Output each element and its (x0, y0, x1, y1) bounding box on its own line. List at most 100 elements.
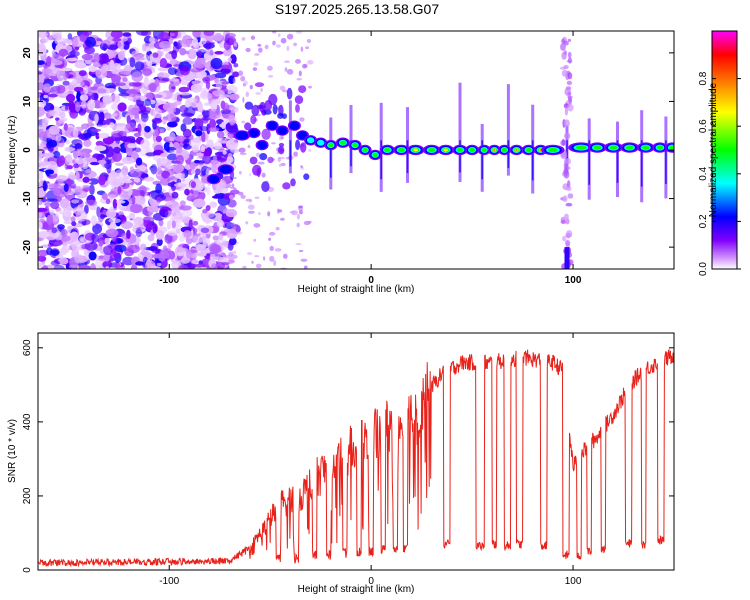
dropout-blob (567, 95, 572, 101)
noise-blob (105, 146, 114, 158)
noise-blob (167, 146, 177, 151)
noise-blob (253, 238, 257, 242)
noise-blob (205, 212, 215, 218)
noise-blob (293, 151, 298, 157)
noise-blob (93, 54, 100, 63)
noise-blob (308, 85, 312, 89)
noise-blob (99, 102, 107, 109)
noise-blob (278, 33, 281, 37)
noise-blob (63, 220, 74, 225)
noise-blob (74, 185, 83, 195)
noise-blob (197, 104, 204, 113)
noise-blob (279, 85, 286, 91)
noise-blob (188, 219, 193, 230)
noise-blob (81, 187, 94, 192)
noise-blob (164, 233, 173, 244)
noise-blob (212, 235, 220, 241)
noise-blob (42, 180, 47, 192)
onset-blob (286, 87, 293, 100)
noise-blob (278, 156, 285, 160)
noise-blob (173, 41, 178, 47)
snr-y-tick-label: 600 (22, 339, 33, 356)
noise-blob (144, 98, 152, 107)
noise-blob (238, 191, 244, 196)
noise-blob (127, 187, 133, 196)
onset-blob (298, 85, 307, 93)
noise-blob (306, 39, 312, 43)
noise-blob (79, 153, 90, 158)
noise-blob (165, 113, 177, 122)
noise-blob (212, 195, 222, 199)
noise-blob (42, 264, 48, 269)
noise-blob (98, 175, 106, 186)
noise-blob (38, 198, 43, 206)
noise-blob (249, 173, 252, 177)
noise-blob (85, 199, 97, 207)
noise-blob (155, 229, 165, 240)
noise-blob (54, 241, 63, 246)
dropout-streak (566, 140, 568, 167)
noise-blob (231, 183, 235, 187)
noise-blob (73, 163, 80, 169)
noise-blob (254, 53, 260, 56)
noise-blob (147, 234, 155, 242)
noise-blob (200, 227, 210, 234)
noise-blob (50, 201, 60, 210)
noise-blob (101, 192, 108, 200)
ridge-point (317, 139, 325, 146)
ridge-point (328, 142, 334, 148)
onset-blob (278, 142, 285, 147)
noise-blob (211, 163, 217, 174)
noise-blob (180, 112, 194, 118)
noise-blob (298, 205, 303, 208)
noise-blob (172, 164, 184, 174)
noise-blob (70, 231, 79, 242)
noise-blob (179, 92, 191, 96)
noise-blob (202, 154, 212, 165)
noise-blob (269, 245, 274, 252)
noise-blob (286, 33, 294, 40)
noise-blob (176, 145, 183, 154)
noise-blob (138, 185, 147, 196)
noise-blob (143, 216, 155, 224)
noise-blob (169, 132, 176, 142)
noise-blob (122, 77, 128, 82)
noise-blob (232, 71, 240, 78)
snr-y-tick-label: 0 (22, 567, 33, 573)
dropout-blob (560, 152, 568, 160)
noise-blob (106, 208, 117, 219)
colorbar-label: Normalized spectral amplitude (708, 82, 719, 217)
noise-blob (254, 196, 260, 199)
spectrogram-y-tick-label: -20 (22, 239, 33, 254)
dropout-streak (665, 140, 667, 184)
noise-blob (76, 90, 81, 102)
noise-blob (120, 179, 133, 184)
noise-blob (152, 52, 159, 58)
noise-blob (51, 249, 60, 256)
noise-blob (121, 221, 133, 230)
onset-blob (282, 182, 291, 190)
noise-blob (110, 31, 123, 39)
noise-blob (188, 61, 196, 65)
colorbar-gradient (711, 30, 738, 270)
noise-blob (140, 138, 151, 150)
noise-blob (99, 66, 107, 74)
noise-blob (171, 203, 183, 214)
dropout-streak (507, 140, 510, 168)
noise-blob (221, 121, 226, 130)
noise-blob (38, 45, 47, 56)
dropout-blob (565, 239, 571, 246)
noise-blob (78, 134, 85, 140)
noise-blob (203, 42, 215, 49)
noise-blob (82, 165, 88, 170)
dropout-blob (565, 202, 573, 207)
noise-blob (222, 49, 233, 57)
noise-blob (212, 256, 225, 260)
noise-blob (170, 78, 180, 82)
noise-blob (67, 33, 73, 40)
ridge-point (515, 149, 518, 151)
dropout-blob (566, 230, 573, 238)
noise-blob (142, 68, 153, 76)
noise-blob (50, 260, 61, 266)
noise-blob (220, 68, 232, 74)
